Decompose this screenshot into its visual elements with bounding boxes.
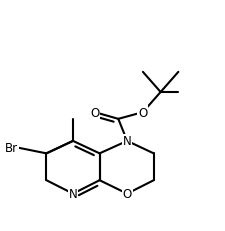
Text: Br: Br	[5, 142, 18, 155]
Text: O: O	[122, 187, 131, 200]
Text: O: O	[138, 106, 147, 119]
Text: N: N	[68, 187, 77, 200]
Text: O: O	[90, 106, 99, 119]
Text: N: N	[122, 135, 131, 148]
